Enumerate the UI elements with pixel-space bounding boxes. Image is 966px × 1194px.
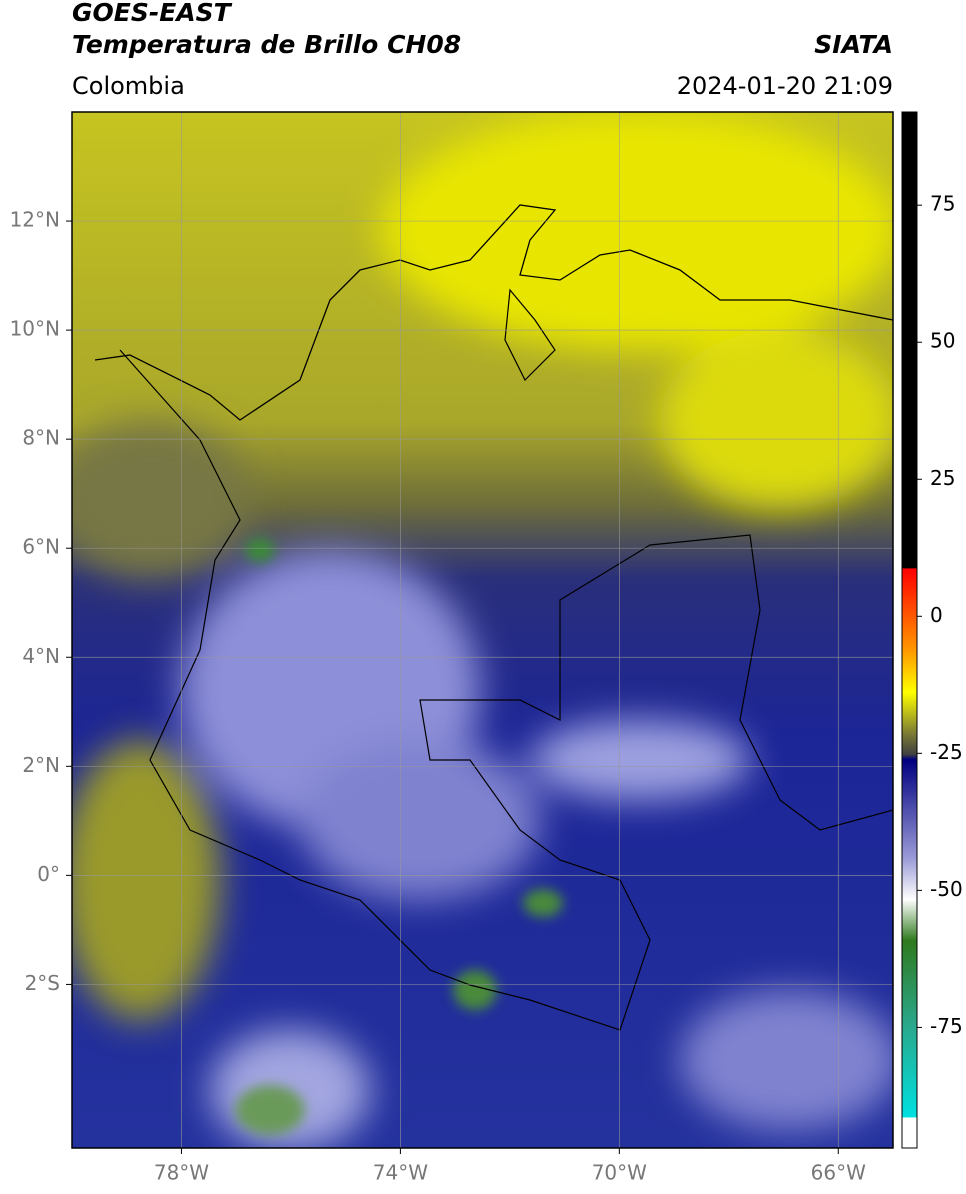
- y-tick-label: 2°N: [22, 753, 60, 777]
- x-tick-label: 78°W: [154, 1161, 209, 1185]
- timestamp: 2024-01-20 21:09: [677, 72, 893, 100]
- x-tick-label: 74°W: [373, 1161, 428, 1185]
- colorbar-tick-label: 50: [930, 329, 955, 353]
- y-tick-label: 8°N: [22, 426, 60, 450]
- colorbar-tick-label: 75: [930, 192, 955, 216]
- map-frame: [71, 111, 894, 1149]
- title: Temperatura de Brillo CH08: [72, 30, 461, 59]
- y-tick-label: 12°N: [10, 208, 60, 232]
- region: Colombia: [72, 72, 185, 100]
- colorbar-tick-label: 25: [930, 466, 955, 490]
- x-tick-label: 70°W: [592, 1161, 647, 1185]
- y-tick-label: 6°N: [22, 535, 60, 559]
- title: GOES-EAST: [72, 0, 233, 27]
- y-tick-label: 2°S: [25, 971, 60, 995]
- colorbar-tick-label: -50: [930, 877, 963, 901]
- agency: SIATA: [814, 30, 893, 59]
- colorbar-tick-label: -75: [930, 1014, 963, 1038]
- y-tick-label: 0°: [37, 862, 60, 886]
- satellite-image: [72, 112, 893, 1148]
- colorbar-tick-label: 0: [930, 603, 943, 627]
- colorbar-tick-label: -25: [930, 740, 963, 764]
- y-tick-label: 10°N: [10, 317, 60, 341]
- x-tick-label: 66°W: [811, 1161, 866, 1185]
- colorbar: [901, 111, 918, 1149]
- y-tick-label: 4°N: [22, 644, 60, 668]
